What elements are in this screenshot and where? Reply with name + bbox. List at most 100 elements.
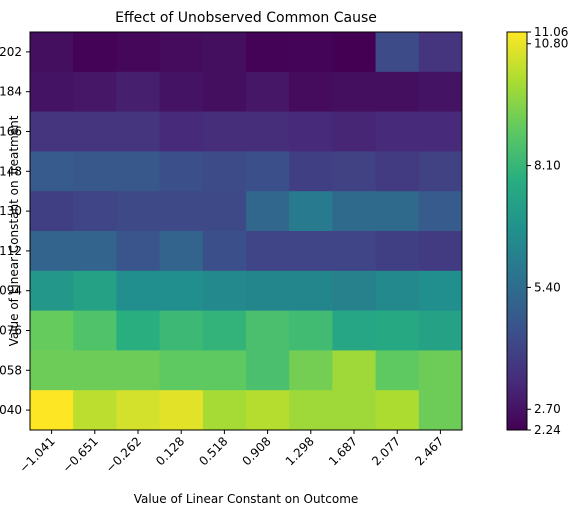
heatmap-cell bbox=[332, 191, 377, 232]
heatmap-cell bbox=[73, 151, 117, 192]
heatmap-cell bbox=[30, 390, 74, 431]
heatmap-cell bbox=[30, 32, 74, 73]
y-tick-label: 0.00112 bbox=[0, 244, 22, 258]
x-tick-label: 1.687 bbox=[326, 434, 360, 468]
chart-title: Effect of Unobserved Common Cause bbox=[115, 10, 377, 26]
heatmap-cell bbox=[73, 231, 117, 272]
heatmap-cell bbox=[418, 310, 463, 351]
heatmap-cell bbox=[289, 191, 333, 232]
heatmap-cell bbox=[246, 231, 290, 272]
heatmap-cell bbox=[73, 310, 117, 351]
heatmap-cell bbox=[332, 310, 377, 351]
heatmap-cell bbox=[30, 231, 74, 272]
y-tick-label: 0.00058 bbox=[0, 363, 22, 377]
y-tick-label: 0.00148 bbox=[0, 164, 22, 178]
heatmap-cell bbox=[332, 350, 377, 391]
heatmap-cell bbox=[246, 390, 290, 431]
heatmap-cell bbox=[418, 350, 463, 391]
heatmap-cell bbox=[30, 191, 74, 232]
heatmap-cell bbox=[202, 151, 247, 192]
heatmap-cell bbox=[30, 71, 74, 113]
heatmap-cell bbox=[375, 151, 420, 192]
colorbar-tick-label: 5.40 bbox=[534, 280, 561, 294]
heatmap-cell bbox=[116, 32, 161, 73]
y-axis-ticks: 0.00202 0.00184 0.00166 0.00148 0.00130 0.001… bbox=[0, 45, 30, 417]
heatmap-cells bbox=[30, 32, 463, 431]
y-tick-label: 0.00076 bbox=[0, 324, 22, 338]
y-tick-label: 0.00040 bbox=[0, 403, 22, 417]
x-tick-label: 0.908 bbox=[240, 434, 274, 468]
colorbar-tick-label: 11.06 bbox=[534, 25, 568, 39]
heatmap-cell bbox=[202, 310, 247, 351]
heatmap-cell bbox=[332, 111, 377, 152]
heatmap-cell bbox=[30, 270, 74, 312]
heatmap-cell bbox=[418, 151, 463, 192]
heatmap-cell bbox=[159, 350, 204, 391]
x-tick-label: 2.077 bbox=[369, 434, 403, 468]
x-tick-label: 1.298 bbox=[283, 434, 317, 468]
heatmap-cell bbox=[73, 390, 117, 431]
heatmap-cell bbox=[418, 111, 463, 152]
heatmap-cell bbox=[159, 231, 204, 272]
heatmap-cell bbox=[418, 191, 463, 232]
colorbar-gradient bbox=[506, 31, 528, 431]
heatmap-cell bbox=[202, 191, 247, 232]
y-tick-label: 0.00184 bbox=[0, 85, 22, 99]
colorbar-tick-label: 2.24 bbox=[534, 423, 561, 437]
heatmap-cell bbox=[418, 390, 463, 431]
heatmap-cell bbox=[159, 310, 204, 351]
heatmap-cell bbox=[202, 231, 247, 272]
heatmap-cell bbox=[289, 390, 333, 431]
heatmap-cell bbox=[116, 191, 161, 232]
heatmap-cell bbox=[116, 350, 161, 391]
heatmap-cell bbox=[159, 151, 204, 192]
colorbar-tick-label: 2.70 bbox=[534, 402, 561, 416]
x-tick-label: −0.262 bbox=[103, 434, 144, 475]
heatmap-cell bbox=[116, 71, 161, 113]
x-axis-label: Value of Linear Constant on Outcome bbox=[134, 492, 359, 506]
heatmap-cell bbox=[332, 71, 377, 113]
y-tick-label: 0.00130 bbox=[0, 204, 22, 218]
heatmap-cell bbox=[116, 111, 161, 152]
heatmap-cell bbox=[202, 390, 247, 431]
heatmap-cell bbox=[332, 32, 377, 73]
heatmap-cell bbox=[30, 111, 74, 152]
heatmap-cell bbox=[418, 32, 463, 73]
heatmap-cell bbox=[375, 350, 420, 391]
x-tick-label: −0.651 bbox=[60, 434, 101, 475]
heatmap-cell bbox=[202, 32, 247, 73]
heatmap-cell bbox=[332, 231, 377, 272]
heatmap-cell bbox=[375, 191, 420, 232]
heatmap-cell bbox=[202, 111, 247, 152]
heatmap-cell bbox=[246, 111, 290, 152]
y-tick-label: 0.00166 bbox=[0, 125, 22, 139]
heatmap-cell bbox=[246, 32, 290, 73]
heatmap-cell bbox=[375, 32, 420, 73]
heatmap-cell bbox=[246, 310, 290, 351]
heatmap-cell bbox=[375, 231, 420, 272]
y-axis-label: Value of Linear Constant on Treatment bbox=[7, 115, 21, 346]
heatmap-cell bbox=[30, 310, 74, 351]
heatmap-cell bbox=[289, 350, 333, 391]
heatmap-cell bbox=[418, 231, 463, 272]
heatmap-cell bbox=[375, 71, 420, 113]
heatmap-cell bbox=[73, 270, 117, 312]
heatmap-cell bbox=[116, 151, 161, 192]
heatmap-cell bbox=[375, 111, 420, 152]
heatmap-cell bbox=[332, 151, 377, 192]
heatmap-cell bbox=[246, 191, 290, 232]
heatmap-cell bbox=[159, 111, 204, 152]
heatmap-cell bbox=[116, 231, 161, 272]
heatmap-cell bbox=[289, 270, 333, 312]
heatmap-cell bbox=[246, 71, 290, 113]
x-tick-label: −1.041 bbox=[16, 434, 57, 475]
heatmap-cell bbox=[73, 111, 117, 152]
heatmap-cell bbox=[159, 71, 204, 113]
heatmap-cell bbox=[246, 350, 290, 391]
heatmap-cell bbox=[73, 191, 117, 232]
heatmap-cell bbox=[418, 71, 463, 113]
y-tick-label: 0.00202 bbox=[0, 45, 22, 59]
heatmap-cell bbox=[289, 32, 333, 73]
